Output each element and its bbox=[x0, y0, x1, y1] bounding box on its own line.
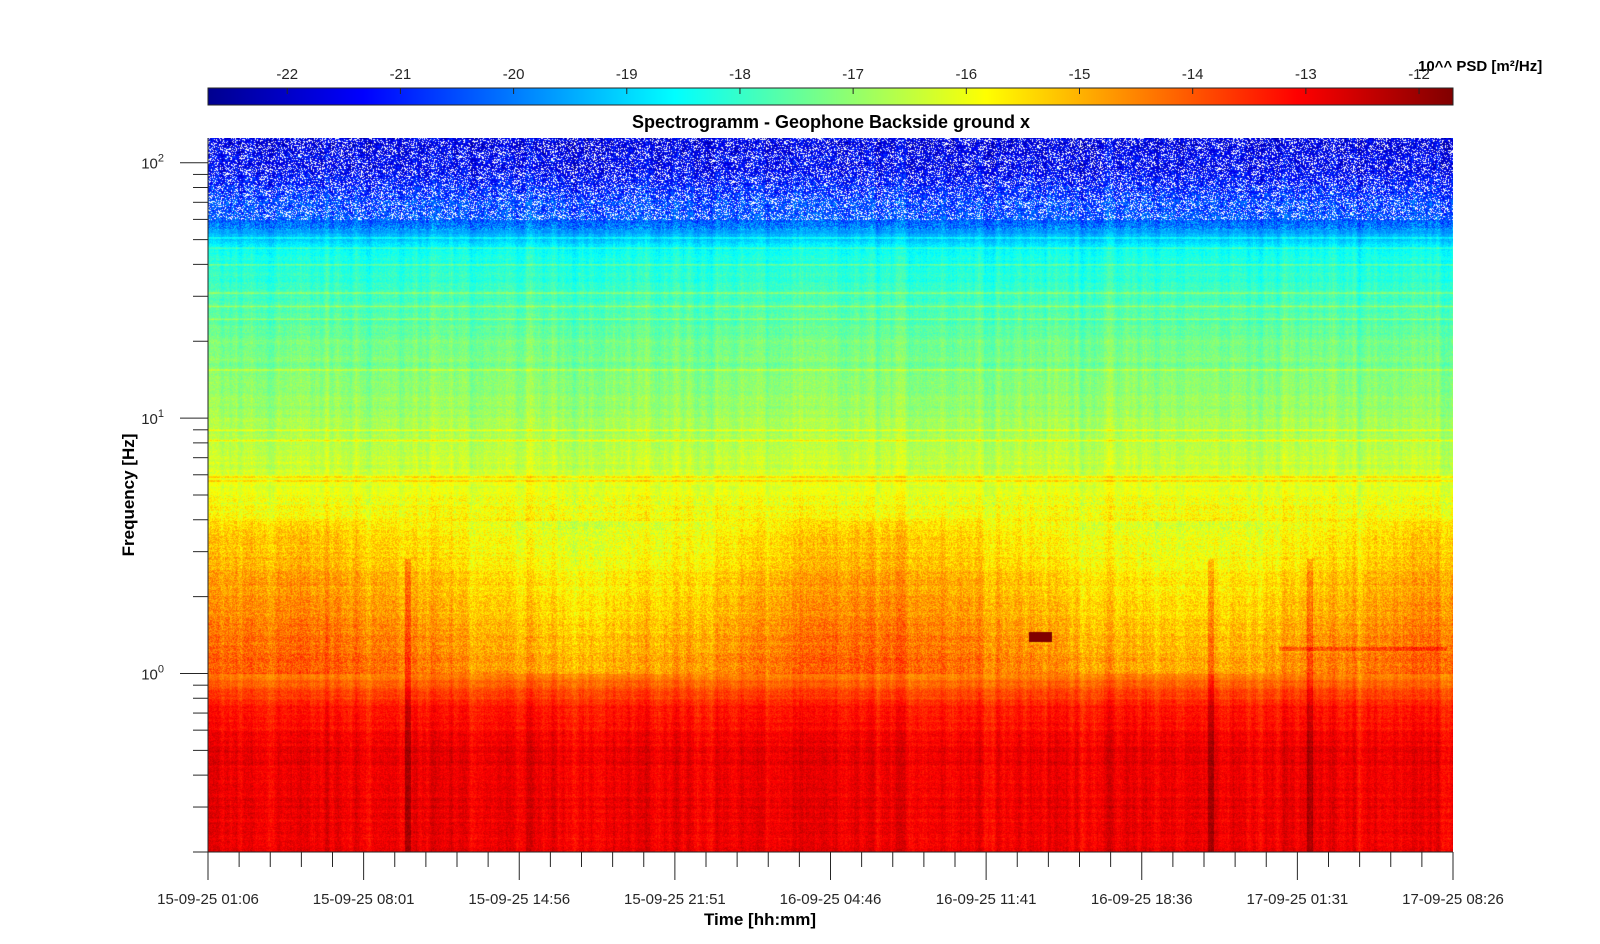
x-tick-label: 15-09-25 14:56 bbox=[468, 891, 570, 908]
y-tick-label: 100 bbox=[141, 664, 164, 684]
x-tick-label: 17-09-25 08:26 bbox=[1402, 891, 1504, 908]
x-tick-label: 16-09-25 18:36 bbox=[1091, 891, 1193, 908]
x-tick-label: 15-09-25 08:01 bbox=[313, 891, 415, 908]
colorbar-tick-label: -17 bbox=[842, 66, 864, 83]
x-tick-label: 16-09-25 04:46 bbox=[780, 891, 882, 908]
colorbar-tick-label: -18 bbox=[729, 66, 751, 83]
colorbar-tick-label: -12 bbox=[1408, 66, 1430, 83]
colorbar: -22 -21 -20 -19 -18 -17 -16 -15 -14 -13 -12 10^^ P… bbox=[207, 58, 1542, 106]
colorbar-ticks: -22 -21 -20 -19 -18 -17 -16 -15 -14 -13 -12 bbox=[276, 66, 1430, 94]
colorbar-tick-label: -15 bbox=[1069, 66, 1091, 83]
colorbar-tick-label: -21 bbox=[390, 66, 412, 83]
x-tick-label: 16-09-25 11:41 bbox=[936, 891, 1037, 908]
x-tick-label: 17-09-25 01:31 bbox=[1247, 891, 1349, 908]
y-tick-label: 102 bbox=[141, 153, 164, 173]
y-tick-label: 101 bbox=[141, 408, 164, 428]
colorbar-gradient bbox=[207, 87, 1454, 106]
colorbar-tick-label: -19 bbox=[616, 66, 638, 83]
chart-title: Spectrogramm - Geophone Backside ground … bbox=[632, 112, 1030, 132]
x-axis: 15-09-25 01:06 15-09-25 08:01 15-09-25 14:… bbox=[157, 851, 1504, 908]
x-axis-label: Time [hh:mm] bbox=[704, 910, 816, 929]
colorbar-tick-label: -20 bbox=[503, 66, 525, 83]
colorbar-tick-label: -16 bbox=[955, 66, 977, 83]
spectrogram-image bbox=[208, 138, 1453, 852]
y-axis-label: Frequency [Hz] bbox=[119, 434, 138, 557]
colorbar-tick-label: -13 bbox=[1295, 66, 1317, 83]
y-axis: 100 101 102 bbox=[141, 138, 209, 853]
colorbar-tick-label: -14 bbox=[1182, 66, 1204, 83]
x-tick-label: 15-09-25 21:51 bbox=[624, 891, 726, 908]
plot-area bbox=[208, 138, 1453, 852]
colorbar-label: 10^^ PSD [m²/Hz] bbox=[1418, 58, 1542, 75]
colorbar-tick-label: -22 bbox=[276, 66, 298, 83]
x-tick-label: 15-09-25 01:06 bbox=[157, 891, 259, 908]
